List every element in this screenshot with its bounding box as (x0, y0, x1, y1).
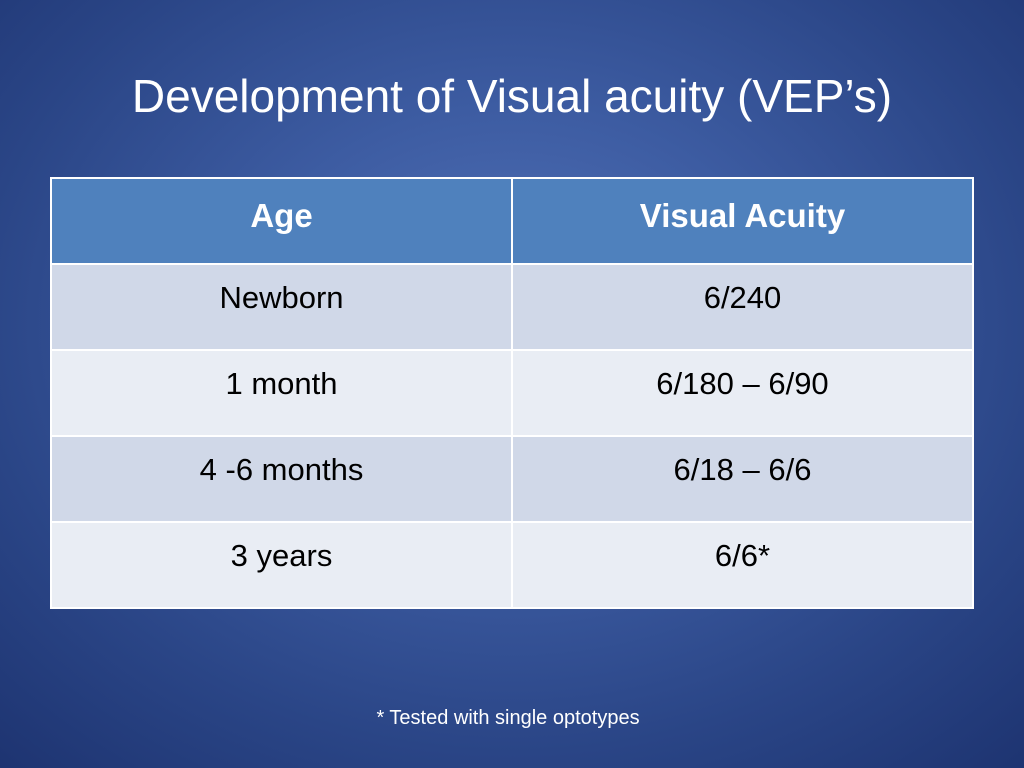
cell-age: Newborn (50, 263, 513, 351)
cell-visual-acuity: 6/180 – 6/90 (511, 349, 974, 437)
table-row: 4 -6 months 6/18 – 6/6 (50, 435, 974, 523)
table-row: 1 month 6/180 – 6/90 (50, 349, 974, 437)
cell-age: 3 years (50, 521, 513, 609)
header-visual-acuity: Visual Acuity (511, 177, 974, 265)
footnote: * Tested with single optotypes (376, 707, 640, 729)
cell-visual-acuity: 6/240 (511, 263, 974, 351)
table-header-row: Age Visual Acuity (50, 177, 974, 265)
cell-age: 4 -6 months (50, 435, 513, 523)
table-row: Newborn 6/240 (50, 263, 974, 351)
slide-title: Development of Visual acuity (VEP’s) (131, 70, 893, 122)
table-row: 3 years 6/6* (50, 521, 974, 609)
cell-visual-acuity: 6/6* (511, 521, 974, 609)
cell-age: 1 month (50, 349, 513, 437)
cell-visual-acuity: 6/18 – 6/6 (511, 435, 974, 523)
header-age: Age (50, 177, 513, 265)
visual-acuity-table: Age Visual Acuity Newborn 6/240 1 month … (50, 177, 974, 609)
